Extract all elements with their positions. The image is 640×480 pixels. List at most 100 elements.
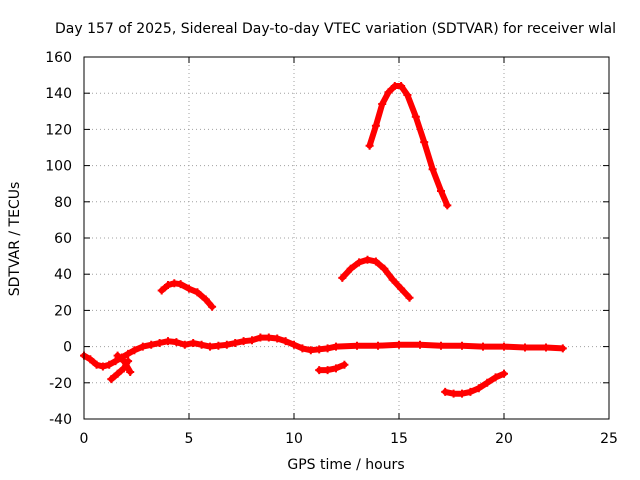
series-arc-13.5h [338, 255, 414, 302]
data-point [416, 340, 424, 349]
data-point [130, 346, 139, 355]
data-point [355, 258, 364, 267]
y-tick-label: 20 [54, 303, 72, 319]
y-tick-label: -40 [49, 412, 72, 428]
data-point [113, 351, 122, 360]
data-point [384, 88, 393, 97]
data-point [323, 344, 332, 353]
data-point [500, 369, 508, 378]
data-point [449, 389, 458, 398]
series-dip-2h [113, 351, 135, 376]
x-tick-label: 25 [600, 431, 618, 447]
chart-title: Day 157 of 2025, Sidereal Day-to-day VTE… [55, 21, 616, 37]
data-point [443, 201, 452, 210]
data-series [80, 81, 567, 398]
series-dip-18h [441, 369, 508, 398]
data-point [441, 387, 450, 396]
data-point [395, 340, 403, 349]
data-point [113, 369, 122, 378]
series-segment-11.5h [315, 360, 349, 375]
data-point [298, 344, 307, 353]
data-point [323, 366, 332, 375]
series-peak-15h [365, 81, 452, 210]
data-point [193, 288, 202, 297]
data-point [365, 141, 374, 150]
series-line [158, 280, 216, 310]
data-point [155, 338, 164, 347]
data-point [248, 336, 256, 345]
data-point [474, 384, 483, 393]
data-point [185, 284, 193, 293]
series-line [366, 83, 451, 209]
data-point [222, 340, 231, 349]
series-line [81, 334, 566, 370]
y-axis-label: SDTVAR / TECUs [7, 182, 23, 297]
data-point [176, 280, 185, 289]
data-point [332, 342, 340, 351]
data-point [256, 333, 265, 342]
data-point [138, 342, 147, 351]
y-tick-label: 100 [45, 159, 72, 175]
data-point [353, 341, 361, 350]
data-point [380, 264, 389, 273]
x-tick-label: 10 [285, 431, 303, 447]
data-point [201, 295, 210, 304]
data-point [458, 341, 466, 350]
data-point [208, 302, 217, 311]
data-point [273, 334, 282, 343]
data-point [119, 357, 128, 366]
data-point [458, 389, 466, 398]
series-line [316, 361, 348, 374]
data-point [264, 333, 273, 342]
data-point [363, 255, 372, 264]
data-point [521, 343, 529, 352]
y-tick-label: 40 [54, 267, 72, 283]
data-point [189, 338, 198, 347]
data-point [558, 344, 567, 353]
data-point [374, 341, 382, 350]
y-tick-label: 0 [63, 340, 72, 356]
data-point [98, 362, 107, 371]
data-point [214, 341, 223, 350]
data-point [315, 366, 324, 375]
data-point [206, 342, 214, 351]
data-point [111, 357, 120, 366]
data-point [172, 338, 181, 347]
data-point [403, 91, 412, 100]
data-point [405, 293, 414, 302]
data-point [105, 360, 114, 369]
y-tick-label: 140 [45, 86, 72, 102]
data-point [466, 387, 475, 396]
data-point [92, 360, 101, 369]
data-point [388, 275, 397, 284]
data-point [180, 340, 189, 349]
data-point [420, 138, 429, 147]
data-point [397, 81, 406, 90]
data-point [371, 257, 380, 266]
data-point [231, 338, 240, 347]
grid [84, 57, 609, 419]
data-point [479, 342, 487, 351]
data-point [397, 284, 406, 293]
data-point [164, 337, 172, 346]
x-tick-label: 20 [495, 431, 513, 447]
data-point [124, 349, 133, 358]
data-point [315, 345, 324, 354]
x-tick-label: 0 [80, 431, 89, 447]
y-tick-label: 80 [54, 195, 72, 211]
data-point [281, 337, 290, 346]
data-point [491, 373, 500, 382]
y-tick-label: 60 [54, 231, 72, 247]
x-tick-label: 15 [390, 431, 408, 447]
series-baseline [80, 333, 567, 371]
data-point [428, 165, 437, 174]
x-tick-label: 5 [185, 431, 194, 447]
data-point [107, 375, 116, 384]
data-point [306, 346, 315, 355]
data-point [164, 281, 172, 290]
x-axis-label: GPS time / hours [287, 457, 404, 473]
axis-ticks: 0 5 10 15 20 25 -40 -20 0 20 40 60 80 100 120 140 160 [45, 50, 618, 447]
data-point [371, 121, 380, 130]
data-point [437, 186, 445, 195]
